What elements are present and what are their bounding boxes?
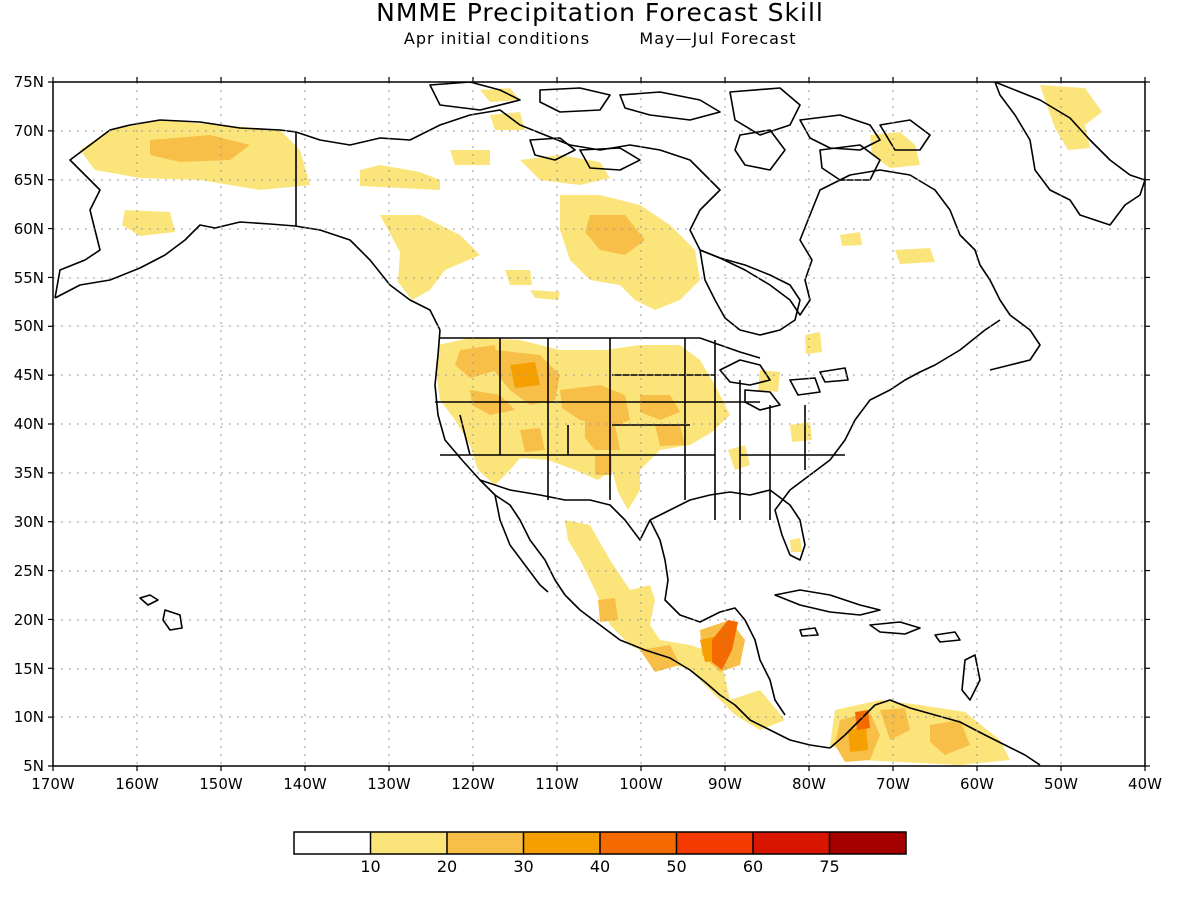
lon-tick-label: 170W [31,775,75,793]
lat-tick-label: 25N [14,562,44,580]
lon-tick-label: 120W [451,775,495,793]
lon-tick-label: 110W [535,775,579,793]
lat-tick-label: 65N [14,171,44,189]
lon-tick-label: 140W [283,775,327,793]
figure-title: NMME Precipitation Forecast Skill [376,0,824,27]
lat-tick-label: 45N [14,366,44,384]
colorbar-swatch [753,832,830,854]
lat-tick-label: 50N [14,317,44,335]
figure-subtitle-forecast-period: May—Jul Forecast [639,29,796,48]
colorbar: 10 20 30 40 50 60 75 [293,831,907,876]
lat-tick-label: 75N [14,73,44,91]
colorbar-label: 30 [513,857,533,876]
colorbar-swatch [370,832,447,854]
figure-subtitle-initial-conditions: Apr initial conditions [404,29,590,48]
colorbar-label: 10 [360,857,380,876]
colorbar-label: 20 [437,857,457,876]
latitude-axis: 75N 70N 65N 60N 55N 50N 45N 40N 35N 30N … [14,73,44,775]
lon-tick-label: 100W [619,775,663,793]
lon-tick-label: 150W [199,775,243,793]
colorbar-label: 40 [590,857,610,876]
colorbar-label: 60 [743,857,763,876]
coastlines-and-borders [54,82,1145,766]
lat-tick-label: 30N [14,513,44,531]
colorbar-swatch [447,832,524,854]
lat-tick-label: 55N [14,269,44,287]
lat-tick-label: 35N [14,464,44,482]
lat-tick-label: 15N [14,660,44,678]
lon-tick-label: 70W [876,775,910,793]
longitude-axis: 170W 160W 150W 140W 130W 120W 110W 100W … [31,775,1162,793]
lat-tick-label: 20N [14,611,44,629]
lon-tick-label: 130W [367,775,411,793]
colorbar-swatch [829,832,906,854]
lon-tick-label: 80W [792,775,826,793]
lat-tick-label: 5N [23,757,44,775]
lon-tick-label: 90W [708,775,742,793]
lon-tick-label: 160W [115,775,159,793]
lat-tick-label: 10N [14,708,44,726]
skill-shading-40-50 [712,620,870,730]
colorbar-swatch [676,832,753,854]
lat-tick-label: 70N [14,122,44,140]
colorbar-swatch [294,832,371,854]
colorbar-swatch [600,832,677,854]
lat-tick-label: 40N [14,415,44,433]
colorbar-swatch [523,832,600,854]
axis-tick-marks [48,77,1150,771]
skill-shading-10-20 [80,85,1102,765]
graticule [53,82,1145,766]
map-panel: 75N 70N 65N 60N 55N 50N 45N 40N 35N 30N … [14,73,1162,793]
lon-tick-label: 60W [960,775,994,793]
colorbar-label: 50 [666,857,686,876]
lon-tick-label: 40W [1128,775,1162,793]
lat-tick-label: 60N [14,220,44,238]
colorbar-label: 75 [819,857,839,876]
lon-tick-label: 50W [1044,775,1078,793]
